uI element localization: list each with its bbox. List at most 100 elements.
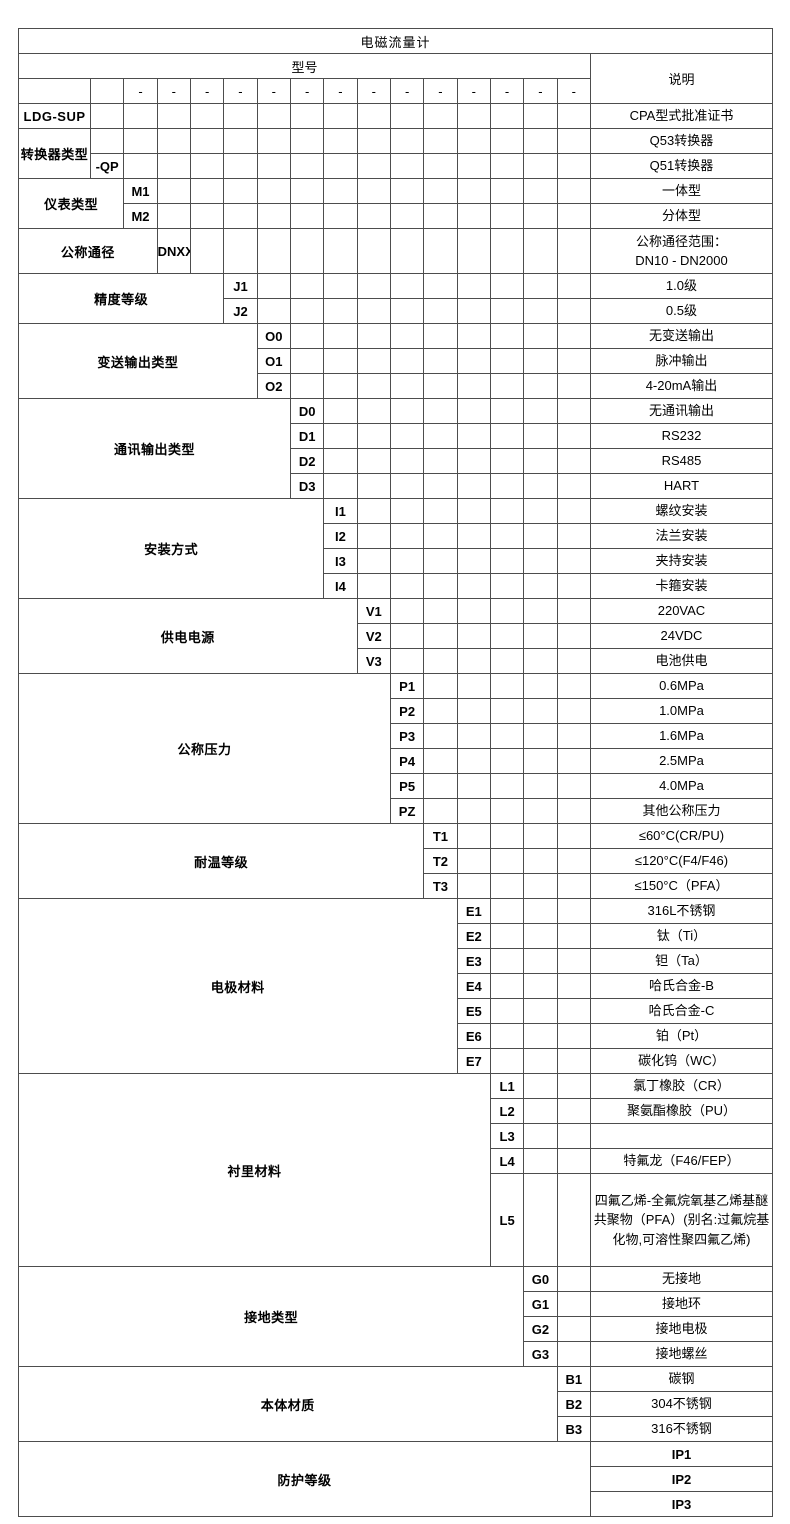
dash-separator: -: [256, 78, 291, 104]
dash-separator: -: [323, 78, 358, 104]
empty-cell: [523, 548, 558, 574]
empty-cell: [556, 998, 591, 1024]
empty-cell: [489, 748, 525, 774]
empty-cell: [156, 203, 191, 229]
empty-cell: [256, 153, 291, 179]
empty-cell: [323, 273, 358, 299]
table-row: L2 聚氨酯橡胶（PU）: [19, 1098, 774, 1124]
empty-cell: [423, 748, 458, 774]
table-row: O1 脉冲输出: [19, 348, 774, 374]
empty-cell: [289, 273, 325, 299]
empty-cell: [423, 423, 458, 449]
description-cell: 316L不锈钢: [589, 898, 774, 924]
table-row: E2 钛（Ti）: [19, 923, 774, 949]
empty-cell: [556, 948, 591, 974]
empty-cell: [423, 323, 458, 349]
empty-cell: [156, 178, 191, 204]
dash-cell-spacer: [89, 78, 125, 104]
empty-cell: [323, 448, 358, 474]
empty-cell: [489, 1023, 525, 1049]
empty-cell: [356, 203, 391, 229]
empty-cell: [556, 623, 591, 649]
empty-cell: [556, 273, 591, 299]
empty-cell: [389, 398, 425, 424]
empty-cell: [523, 1048, 558, 1074]
empty-cell: [556, 498, 591, 524]
description-cell: 夹持安装: [589, 548, 774, 574]
empty-cell: [223, 228, 258, 274]
empty-cell: [523, 348, 558, 374]
empty-cell: [156, 153, 191, 179]
table-row: 仪表类型 M1 一体型: [17, 178, 774, 229]
table-row: D2 RS485: [19, 448, 774, 474]
empty-cell: [423, 523, 458, 549]
description-cell: 公称通径范围： DN10 - DN2000: [589, 228, 774, 274]
empty-cell: [556, 798, 591, 824]
category-label-14: 本体材质: [18, 1366, 558, 1442]
empty-cell: [489, 373, 525, 399]
table-row: 供电电源 V1 220VAC: [18, 598, 774, 674]
table-row: D1 RS232: [19, 423, 774, 449]
code-cell: T2: [423, 848, 458, 874]
code-cell: DNXX: [156, 228, 191, 274]
description-cell: 接地环: [589, 1291, 774, 1317]
description-cell: 电池供电: [589, 648, 774, 674]
empty-cell: [523, 923, 558, 949]
empty-cell: [389, 128, 425, 154]
code-cell: P3: [389, 723, 425, 749]
code-cell: -QP: [89, 153, 125, 179]
empty-cell: [456, 348, 491, 374]
empty-cell: [189, 128, 225, 154]
empty-cell: [556, 873, 591, 899]
empty-cell: [389, 448, 425, 474]
code-cell: E5: [456, 998, 491, 1024]
empty-cell: [423, 473, 458, 499]
empty-cell: [423, 298, 458, 324]
description-cell: 4-20mA输出: [589, 373, 774, 399]
code-cell: J1: [223, 273, 258, 299]
description-cell: 1.0MPa: [589, 698, 774, 724]
empty-cell: [456, 823, 491, 849]
category-label-13: 接地类型: [17, 1266, 525, 1367]
empty-cell: [489, 448, 525, 474]
empty-cell: [556, 1266, 591, 1292]
empty-cell: [423, 773, 458, 799]
empty-cell: [156, 128, 191, 154]
empty-cell: [489, 323, 525, 349]
empty-cell: [456, 373, 491, 399]
empty-cell: [556, 698, 591, 724]
empty-cell: [423, 273, 458, 299]
description-cell: ≤120°C(F4/F46): [589, 848, 774, 874]
table-row: B3 316不锈钢: [19, 1416, 774, 1442]
empty-cell: [423, 548, 458, 574]
empty-cell: [489, 623, 525, 649]
empty-cell: [489, 128, 525, 154]
empty-cell: [289, 178, 325, 204]
code-cell: I3: [323, 548, 358, 574]
dash-separator: -: [456, 78, 491, 104]
empty-cell: [523, 298, 558, 324]
empty-cell: [323, 178, 358, 204]
table-row: L4 特氟龙（F46/FEP）: [19, 1148, 774, 1174]
empty-cell: [189, 153, 225, 179]
empty-cell: [489, 848, 525, 874]
empty-cell: [523, 723, 558, 749]
empty-cell: [456, 598, 491, 624]
table-row: 精度等级 J1 1.0级: [17, 273, 774, 324]
empty-cell: [423, 698, 458, 724]
code-cell: M2: [123, 203, 158, 229]
dash-separator: -: [423, 78, 458, 104]
empty-cell: [456, 773, 491, 799]
empty-cell: [456, 153, 491, 179]
empty-cell: [489, 153, 525, 179]
code-cell: D0: [289, 398, 325, 424]
code-cell: E3: [456, 948, 491, 974]
empty-cell: [256, 178, 291, 204]
code-cell: O1: [256, 348, 291, 374]
empty-cell: [189, 103, 225, 129]
table-row: 公称通径 DNXX 公称通径范围： DN10 - DN2000: [18, 228, 774, 274]
empty-cell: [489, 923, 525, 949]
table-row: G3 接地螺丝: [19, 1341, 774, 1367]
empty-cell: [423, 228, 458, 274]
dash-separator: -: [189, 78, 225, 104]
